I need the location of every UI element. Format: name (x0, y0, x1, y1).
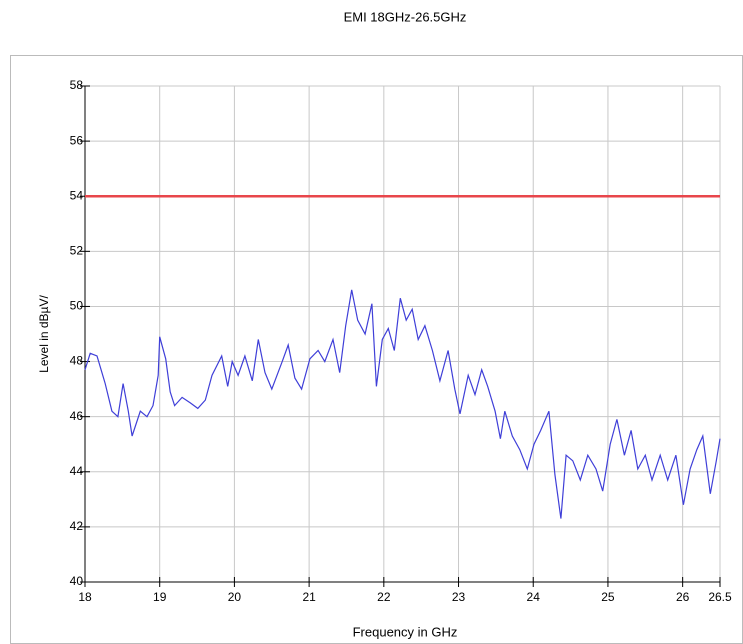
x-tick-label: 26 (676, 590, 690, 604)
x-axis-label: Frequency in GHz (353, 624, 458, 639)
x-tick-label: 21 (302, 590, 316, 604)
x-tick-label: 24 (527, 590, 541, 604)
x-tick-label: 20 (228, 590, 242, 604)
chart-title: EMI 18GHz-26.5GHz (344, 9, 467, 24)
y-tick-label: 56 (70, 133, 84, 147)
y-tick-label: 44 (70, 464, 84, 478)
y-tick-label: 50 (70, 299, 84, 313)
y-tick-label: 42 (70, 519, 84, 533)
y-tick-label: 52 (70, 244, 84, 258)
data-line (84, 289, 721, 519)
y-tick-label: 46 (70, 409, 84, 423)
y-axis-label: Level in dBµV/ (37, 295, 51, 373)
x-tick-label: 18 (78, 590, 92, 604)
y-tick-label: 40 (70, 574, 84, 588)
x-tick-label: 26.5 (708, 590, 732, 604)
x-tick-label: 22 (377, 590, 391, 604)
frame (10, 55, 743, 644)
y-tick-label: 58 (70, 78, 84, 92)
x-tick-label: 19 (153, 590, 167, 604)
y-tick-label: 54 (70, 188, 84, 202)
y-tick-label: 48 (70, 354, 84, 368)
x-tick-label: 25 (601, 590, 615, 604)
x-tick-label: 23 (452, 590, 466, 604)
